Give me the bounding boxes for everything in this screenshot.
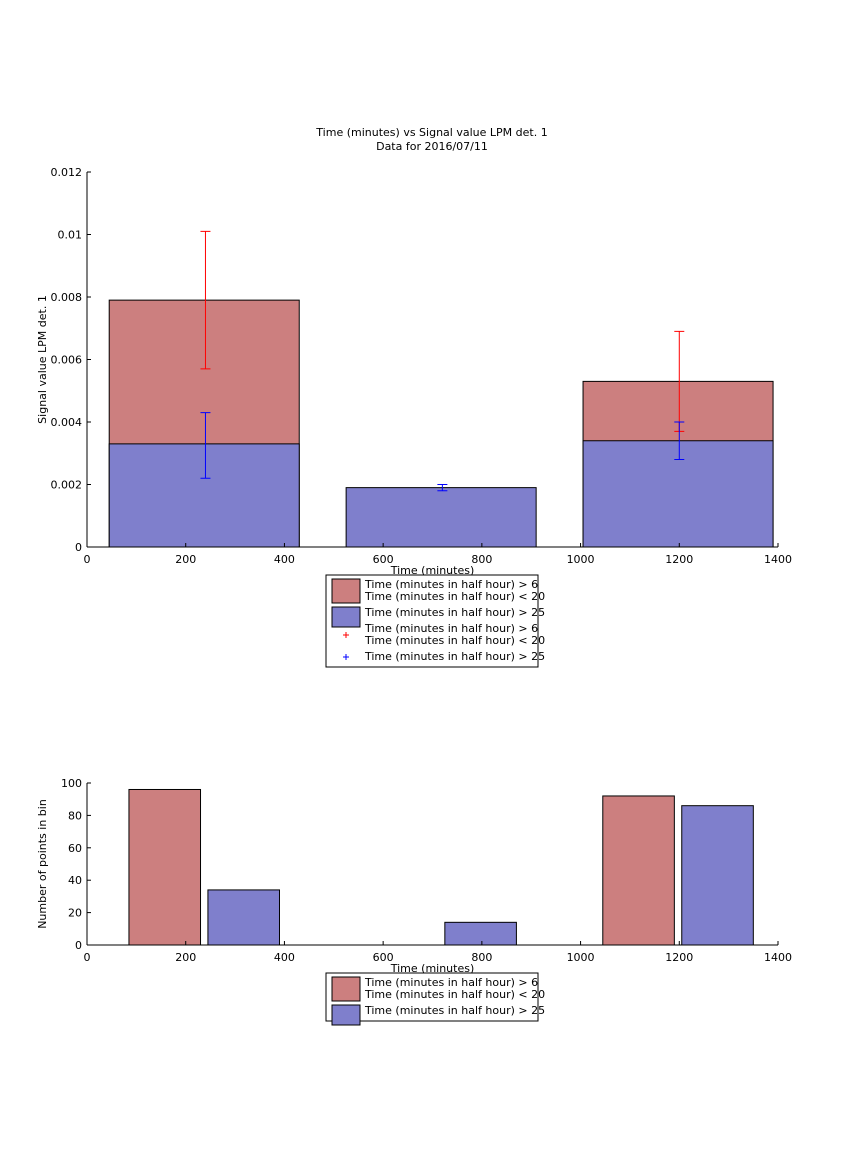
x-tick-label: 1400 [764, 951, 792, 964]
y-tick-label: 40 [68, 874, 82, 887]
y-axis-label: Number of points in bin [36, 799, 49, 929]
bar-1-4 [681, 805, 754, 946]
legend-swatch-0 [331, 976, 361, 1002]
bar-0-2 [108, 443, 300, 548]
bar-1-1 [207, 889, 280, 946]
x-tick-label: 600 [373, 553, 394, 566]
legend-label: Time (minutes in half hour) > 6 [364, 976, 538, 989]
errorbar-0-4 [674, 421, 685, 460]
legend-label: Time (minutes in half hour) > 6 [364, 622, 538, 635]
x-tick-label: 1200 [665, 951, 693, 964]
x-tick-label: 1000 [567, 553, 595, 566]
y-tick-label: 0.012 [51, 166, 83, 179]
y-tick-label: 80 [68, 809, 82, 822]
y-tick-label: 0 [75, 541, 82, 554]
y-tick-label: 20 [68, 907, 82, 920]
legend-label: Time (minutes in half hour) < 20 [364, 590, 545, 603]
x-tick-label: 0 [84, 553, 91, 566]
x-tick-label: 400 [274, 553, 295, 566]
x-tick-label: 1200 [665, 553, 693, 566]
legend-label: Time (minutes in half hour) < 20 [364, 634, 545, 647]
x-axis-label: Time (minutes) [390, 564, 475, 577]
chart-title: Time (minutes) vs Signal value LPM det. … [315, 126, 547, 139]
x-axis-label: Time (minutes) [390, 962, 475, 975]
x-tick-label: 200 [175, 553, 196, 566]
errorbar-0-0 [200, 230, 211, 370]
y-tick-label: 0.006 [51, 354, 83, 367]
errorbar-0-2 [200, 412, 211, 479]
x-tick-label: 1400 [764, 553, 792, 566]
y-tick-label: 0.004 [51, 416, 83, 429]
x-tick-label: 400 [274, 951, 295, 964]
x-tick-label: 0 [84, 951, 91, 964]
y-tick-label: 0.002 [51, 479, 83, 492]
legend-frame [325, 574, 539, 668]
bar-0-3 [345, 487, 537, 548]
legend-frame [325, 972, 539, 1022]
legend-label: Time (minutes in half hour) > 6 [364, 578, 538, 591]
y-tick-label: 0 [75, 939, 82, 952]
y-axis-label: Signal value LPM det. 1 [36, 295, 49, 424]
chart-subtitle: Data for 2016/07/11 [376, 140, 488, 153]
y-tick-label: 0.008 [51, 291, 83, 304]
errorbar-0-3 [437, 484, 448, 492]
x-tick-label: 600 [373, 951, 394, 964]
legend-marker-2 [343, 632, 349, 638]
x-tick-label: 800 [471, 553, 492, 566]
signal-plot: 0 200 400 600 800 1000 1200 1400 0 0.002 0.004 0.00… [36, 166, 792, 668]
legend-swatch-1 [331, 606, 361, 628]
legend-swatch-0 [331, 578, 361, 604]
legend-marker-3 [343, 654, 349, 660]
y-tick-label: 100 [61, 777, 82, 790]
legend-swatch-1 [331, 1004, 361, 1026]
bar-0-4 [582, 440, 774, 548]
bar-1-2 [444, 921, 517, 946]
y-tick-label: 0.01 [58, 229, 83, 242]
x-tick-label: 1000 [567, 951, 595, 964]
legend-label: Time (minutes in half hour) > 25 [364, 650, 545, 663]
count-plot: 0 200 400 600 800 1000 1200 1400 0 20 40 60 80 100 Tim… [36, 777, 792, 1026]
legend-label: Time (minutes in half hour) > 25 [364, 1004, 545, 1017]
legend-label: Time (minutes in half hour) > 25 [364, 606, 545, 619]
x-tick-label: 800 [471, 951, 492, 964]
bar-1-3 [602, 795, 675, 946]
y-tick-label: 60 [68, 842, 82, 855]
x-tick-label: 200 [175, 951, 196, 964]
bar-1-0 [128, 788, 202, 946]
legend-label: Time (minutes in half hour) < 20 [364, 988, 545, 1001]
